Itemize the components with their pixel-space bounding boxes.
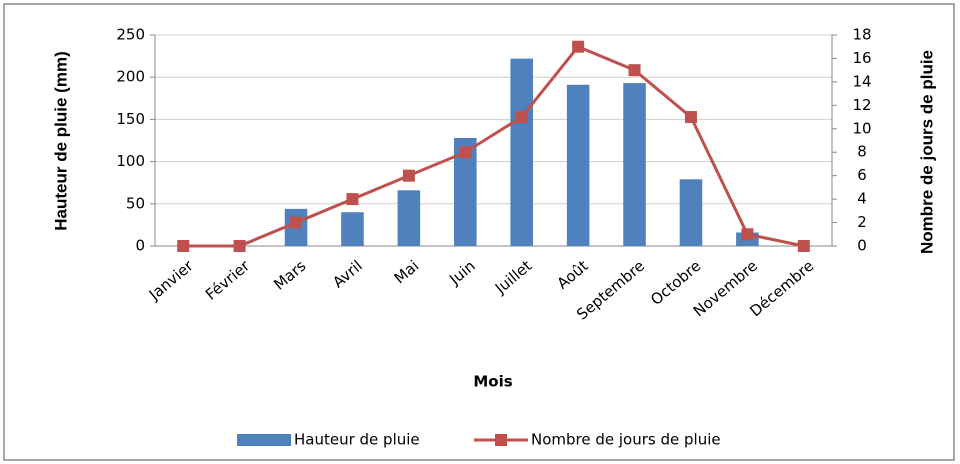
y2-tick-label: 10 (852, 119, 871, 137)
y2-tick-label: 18 (852, 26, 871, 44)
bar (397, 190, 421, 246)
line-marker (290, 216, 303, 229)
line-marker (797, 240, 810, 252)
bar (623, 83, 646, 246)
y2-tick-label: 14 (852, 72, 871, 90)
line-marker (515, 111, 528, 124)
line-marker (741, 228, 754, 241)
line-marker (459, 146, 472, 159)
y2-tick-label: 2 (857, 213, 867, 231)
x-axis-title: Mois (473, 373, 512, 391)
y2-tick-label: 6 (857, 166, 867, 184)
y2-tick-label: 4 (857, 190, 867, 208)
y-tick-label: 0 (135, 237, 145, 255)
y2-axis-title: Nombre de jours de pluie (917, 50, 936, 254)
line-marker (177, 240, 190, 252)
y2-tick-label: 0 (857, 237, 867, 255)
line-marker (233, 240, 246, 252)
line-marker (628, 64, 641, 77)
y-axis-title: Hauteur de pluie (mm) (51, 51, 70, 230)
legend-label: Hauteur de pluie (294, 431, 420, 449)
line (183, 44, 805, 248)
y-tick-label: 200 (116, 68, 145, 86)
y-tick-label: 100 (116, 152, 145, 170)
bar (510, 58, 533, 246)
bar (341, 212, 364, 246)
legend-marker (495, 434, 507, 446)
y-tick-label: 50 (126, 194, 145, 212)
line-marker (402, 169, 415, 182)
legend-label: Nombre de jours de pluie (531, 431, 721, 449)
bar (679, 179, 703, 246)
line-marker (684, 111, 697, 124)
y2-tick-label: 12 (852, 96, 871, 114)
bar (454, 137, 477, 246)
line-marker (572, 40, 585, 53)
y-tick-label: 250 (116, 26, 145, 44)
chart-border (3, 3, 955, 461)
line-marker (346, 193, 359, 206)
y2-tick-label: 16 (852, 49, 871, 67)
y-tick-label: 150 (116, 110, 145, 128)
bar (566, 84, 590, 247)
y2-tick-label: 8 (857, 143, 867, 161)
legend-swatch (237, 434, 291, 446)
